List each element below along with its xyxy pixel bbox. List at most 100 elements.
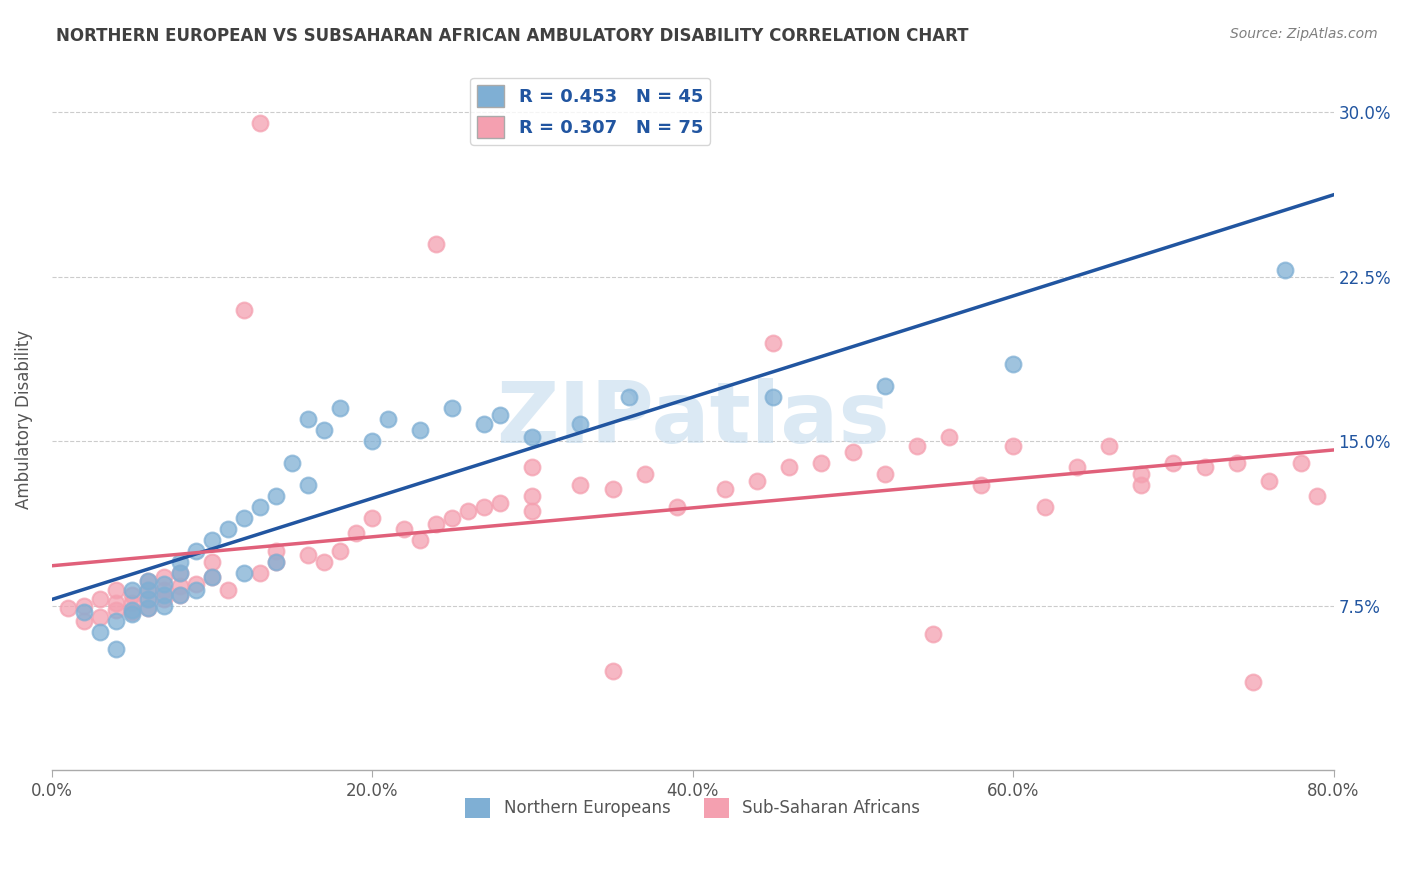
Point [121,607,143,622]
Point [633,467,655,481]
Text: ZIPatlas: ZIPatlas [496,377,890,461]
Point [665,500,688,514]
Point [1098,439,1121,453]
Point [1241,675,1264,690]
Point [184,583,207,598]
Point [873,379,896,393]
Point [778,460,800,475]
Point [281,456,304,470]
Point [89,624,111,639]
Point [810,456,832,470]
Point [73,605,96,619]
Legend: Northern Europeans, Sub-Saharan Africans: Northern Europeans, Sub-Saharan Africans [458,791,927,825]
Point [873,467,896,481]
Point [121,605,143,619]
Point [136,600,159,615]
Point [602,483,624,497]
Point [842,445,865,459]
Point [121,583,143,598]
Point [1130,478,1153,492]
Point [73,599,96,613]
Point [264,543,287,558]
Point [425,236,447,251]
Point [329,401,352,416]
Point [201,555,224,569]
Point [104,596,127,610]
Point [472,500,495,514]
Point [217,522,239,536]
Point [425,517,447,532]
Point [522,504,544,518]
Point [169,555,191,569]
Point [233,566,256,580]
Point [104,642,127,657]
Point [1033,500,1056,514]
Point [233,511,256,525]
Point [441,401,464,416]
Point [169,566,191,580]
Point [522,489,544,503]
Point [104,603,127,617]
Text: NORTHERN EUROPEAN VS SUBSAHARAN AFRICAN AMBULATORY DISABILITY CORRELATION CHART: NORTHERN EUROPEAN VS SUBSAHARAN AFRICAN … [56,27,969,45]
Point [522,460,544,475]
Point [153,599,176,613]
Point [1274,263,1296,277]
Point [1291,456,1313,470]
Point [297,478,319,492]
Point [602,665,624,679]
Point [201,570,224,584]
Point [1306,489,1329,503]
Point [104,583,127,598]
Point [905,439,928,453]
Point [457,504,479,518]
Point [297,548,319,562]
Point [136,600,159,615]
Point [136,583,159,598]
Point [153,588,176,602]
Point [713,483,735,497]
Point [136,592,159,607]
Point [409,423,432,437]
Point [136,574,159,589]
Point [361,434,384,449]
Point [441,511,464,525]
Point [184,576,207,591]
Point [153,570,176,584]
Point [121,588,143,602]
Point [104,614,127,628]
Y-axis label: Ambulatory Disability: Ambulatory Disability [15,330,32,508]
Point [1130,467,1153,481]
Point [522,430,544,444]
Point [184,543,207,558]
Point [762,335,785,350]
Point [1161,456,1184,470]
Point [1258,474,1281,488]
Point [169,588,191,602]
Point [264,489,287,503]
Point [970,478,993,492]
Point [136,583,159,598]
Point [745,474,768,488]
Point [938,430,960,444]
Point [617,390,640,404]
Point [329,543,352,558]
Point [472,417,495,431]
Point [1194,460,1216,475]
Point [409,533,432,547]
Point [56,600,79,615]
Point [1002,439,1025,453]
Point [233,302,256,317]
Point [169,566,191,580]
Point [314,423,336,437]
Point [249,116,271,130]
Point [153,583,176,598]
Point [153,592,176,607]
Point [201,533,224,547]
Point [762,390,785,404]
Point [297,412,319,426]
Point [136,592,159,607]
Point [361,511,384,525]
Point [1226,456,1249,470]
Point [264,555,287,569]
Point [249,500,271,514]
